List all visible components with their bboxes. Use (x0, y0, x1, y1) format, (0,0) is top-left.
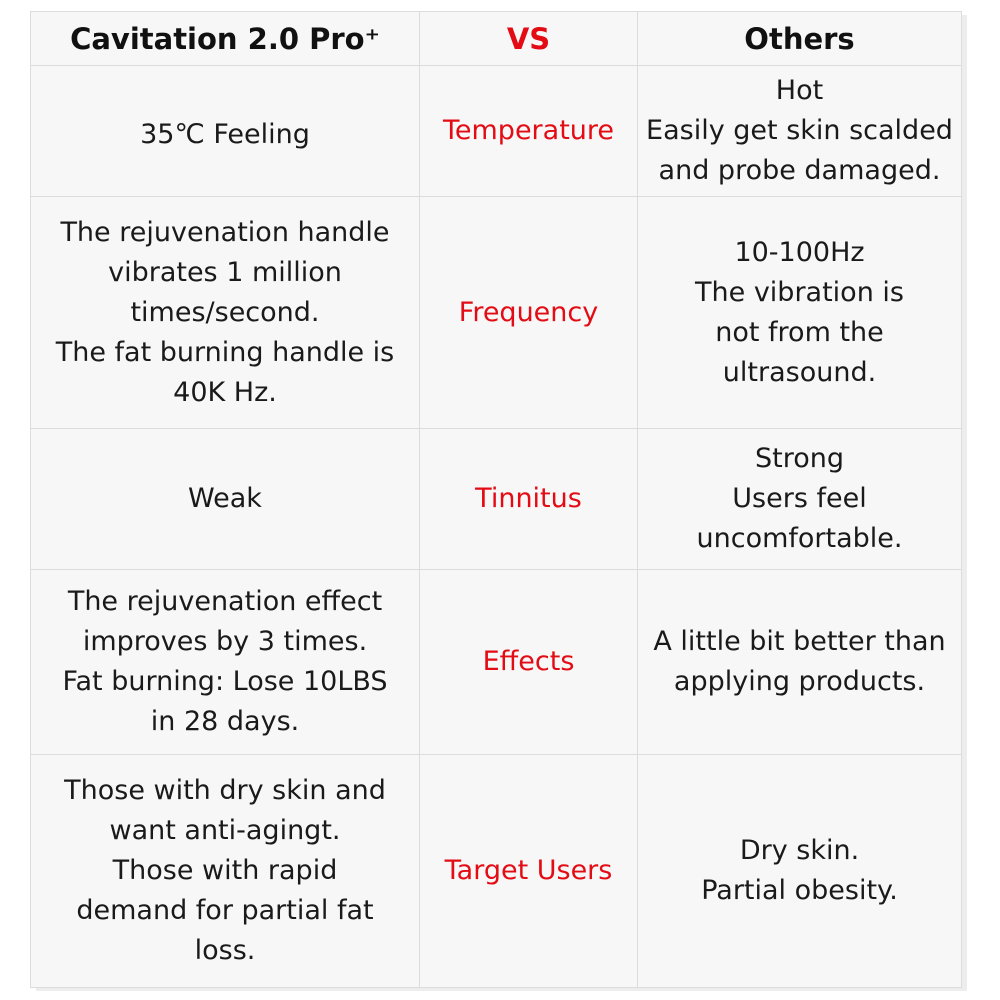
cell-others-tinnitus: Strong Users feel uncomfortable. (637, 428, 962, 570)
table-header-row: Cavitation 2.0 Pro⁺ VS Others (30, 11, 962, 66)
cell-criteria-effects: Effects (419, 569, 638, 755)
header-others: Others (637, 11, 962, 66)
table-row-temperature: 35℃ Feeling Temperature Hot Easily get s… (30, 65, 962, 197)
cell-product-temperature: 35℃ Feeling (30, 65, 420, 197)
cell-product-target-users: Those with dry skin and want anti-agingt… (30, 754, 420, 988)
cell-others-effects: A little bit better than applying produc… (637, 569, 962, 755)
header-product: Cavitation 2.0 Pro⁺ (30, 11, 420, 66)
cell-others-frequency: 10-100Hz The vibration is not from the u… (637, 196, 962, 429)
cell-criteria-target-users: Target Users (419, 754, 638, 988)
table-row-effects: The rejuvenation effect improves by 3 ti… (30, 569, 962, 755)
cell-criteria-frequency: Frequency (419, 196, 638, 429)
header-vs: VS (419, 11, 638, 66)
cell-product-effects: The rejuvenation effect improves by 3 ti… (30, 569, 420, 755)
table-row-tinnitus: Weak Tinnitus Strong Users feel uncomfor… (30, 428, 962, 570)
comparison-table-container: Cavitation 2.0 Pro⁺ VS Others 35℃ Feelin… (30, 11, 962, 988)
table-row-target-users: Those with dry skin and want anti-agingt… (30, 754, 962, 988)
table-row-frequency: The rejuvenation handle vibrates 1 milli… (30, 196, 962, 429)
cell-product-frequency: The rejuvenation handle vibrates 1 milli… (30, 196, 420, 429)
cell-others-target-users: Dry skin. Partial obesity. (637, 754, 962, 988)
cell-product-tinnitus: Weak (30, 428, 420, 570)
cell-criteria-tinnitus: Tinnitus (419, 428, 638, 570)
cell-others-temperature: Hot Easily get skin scalded and probe da… (637, 65, 962, 197)
comparison-table: Cavitation 2.0 Pro⁺ VS Others 35℃ Feelin… (30, 11, 962, 988)
cell-criteria-temperature: Temperature (419, 65, 638, 197)
